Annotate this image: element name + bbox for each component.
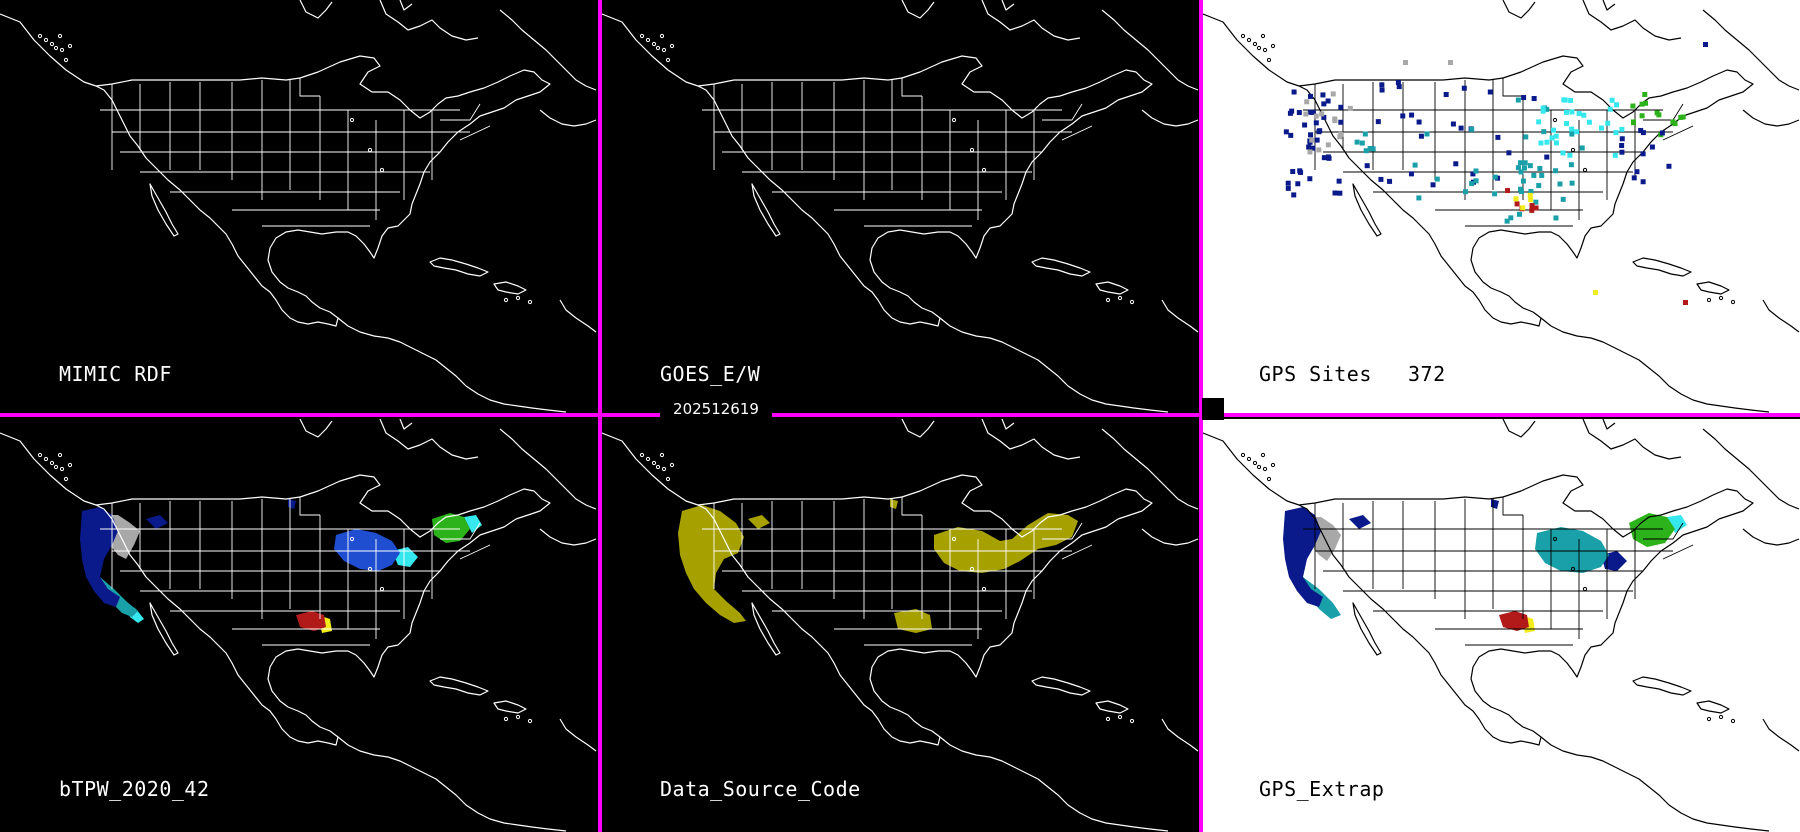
panel-btpw: bTPW_2020_42 xyxy=(0,419,598,832)
divider-junction-block xyxy=(1202,398,1224,420)
gps-site-count: 372 xyxy=(1408,362,1446,386)
map-mimic-rdf xyxy=(0,0,597,413)
panel-title-data-source-code: Data_Source_Code xyxy=(660,777,861,801)
panel-mimic-rdf: MIMIC RDF xyxy=(0,0,598,413)
panel-title-mimic-rdf: MIMIC RDF xyxy=(59,362,172,386)
panel-data-source-code: Data_Source_Code xyxy=(602,419,1199,832)
map-gps-sites xyxy=(1203,0,1800,413)
map-gps-extrap xyxy=(1203,419,1800,832)
panel-title-gps-extrap: GPS_Extrap xyxy=(1259,777,1385,801)
map-btpw xyxy=(0,419,597,832)
panel-gps-sites: GPS Sites 372 xyxy=(1203,0,1800,413)
timestamp-label: 202512619 xyxy=(660,398,772,420)
panel-gps-extrap: GPS_Extrap xyxy=(1203,419,1800,832)
panel-title-gps-sites: GPS Sites xyxy=(1259,362,1372,386)
divider-horizontal xyxy=(0,413,1800,417)
panel-title-btpw: bTPW_2020_42 xyxy=(59,777,210,801)
map-data-source-code xyxy=(602,419,1199,832)
panel-goes-ew: GOES_E/W xyxy=(602,0,1199,413)
panel-title-goes-ew: GOES_E/W xyxy=(660,362,761,386)
map-goes-ew xyxy=(602,0,1199,413)
